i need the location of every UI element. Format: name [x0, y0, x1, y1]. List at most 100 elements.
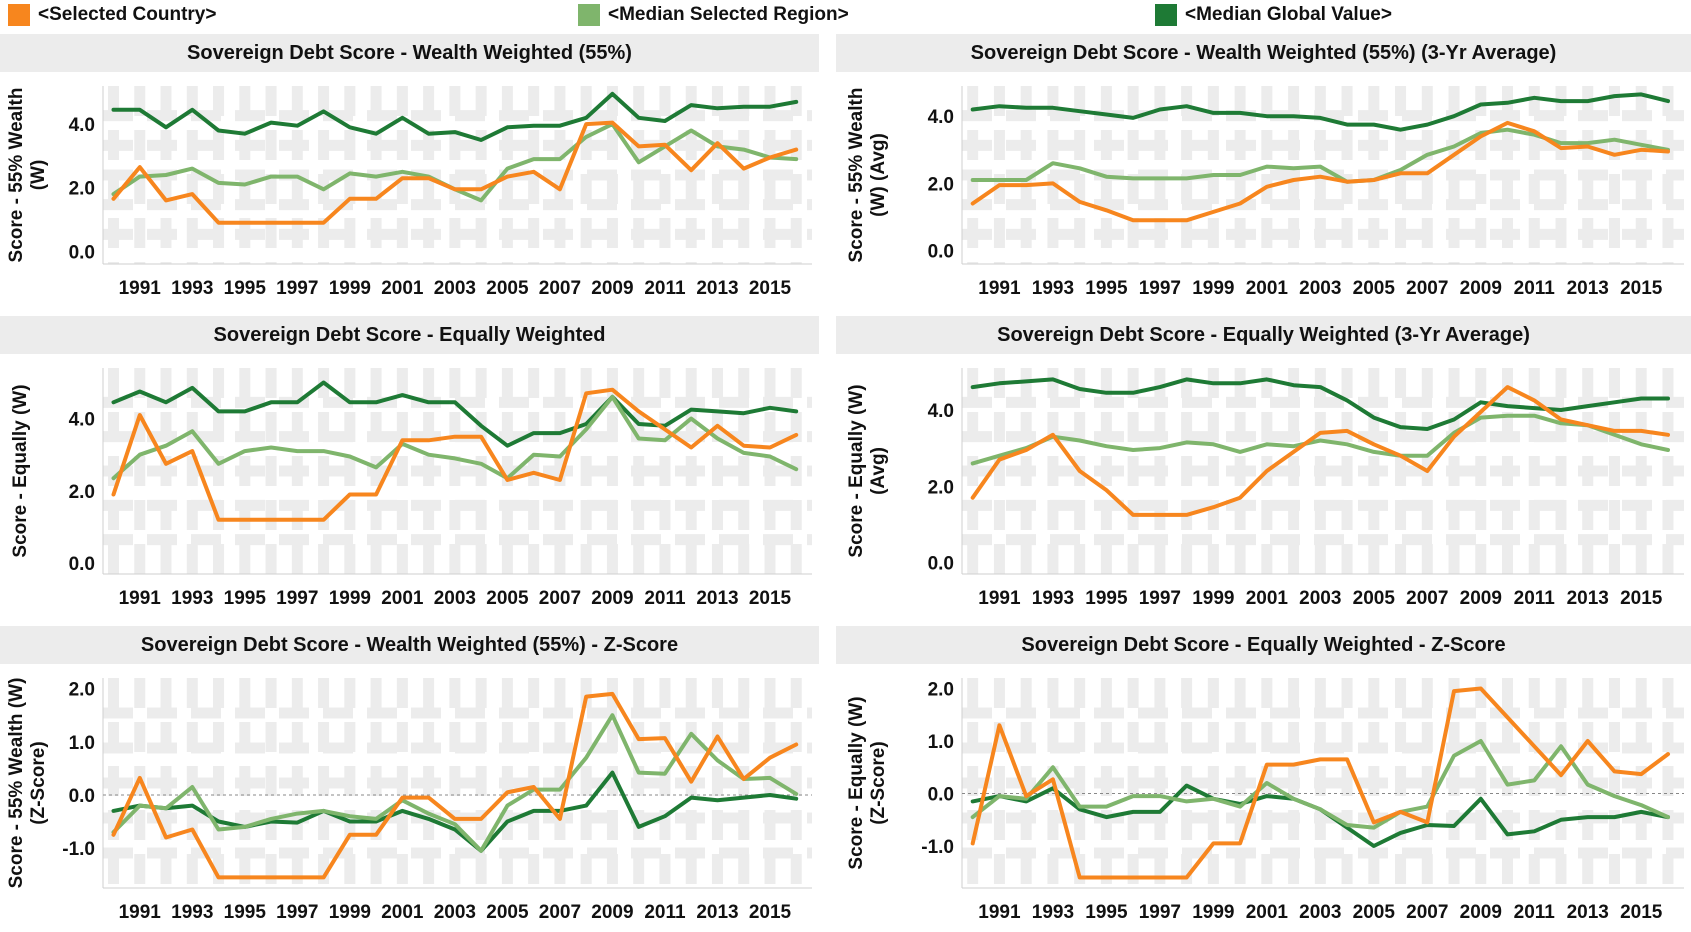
x-tick-label: 1993: [1032, 902, 1074, 923]
chart-panel-equally-weighted-3yr-avg: Sovereign Debt Score - Equally Weighted …: [836, 316, 1691, 618]
x-tick-label: 2013: [696, 902, 738, 923]
y-tick-label: 0.0: [69, 554, 95, 575]
x-tick-label: 1991: [119, 278, 162, 299]
y-tick-label: 0.0: [69, 242, 95, 263]
x-tick-label: 2015: [1620, 902, 1663, 923]
chart-title: Sovereign Debt Score - Equally Weighted …: [836, 626, 1691, 664]
series-line-median-global[interactable]: [111, 770, 799, 853]
x-tick-label: 2009: [591, 278, 633, 299]
x-tick-label: 2003: [434, 902, 476, 923]
y-axis-title: (Z-Score): [868, 741, 889, 824]
series-line-median-global[interactable]: [111, 380, 799, 448]
x-tick-label: 1993: [1032, 588, 1074, 609]
series-line-median-region[interactable]: [970, 413, 1670, 466]
x-tick-label: 2015: [749, 902, 792, 923]
x-tick-label: 1995: [1085, 902, 1128, 923]
y-tick-label: -1.0: [921, 837, 954, 858]
y-axis-title: Score - 55% Wealth: [6, 88, 27, 263]
chart-plot: 0.0 2.0 4.0 1991 1993 1995 1997 1999 2001 2003 200…: [846, 368, 1684, 609]
legend-label-selected-country: <Selected Country>: [38, 4, 217, 25]
x-tick-label: 2003: [1299, 278, 1341, 299]
x-tick-label: 2009: [1460, 278, 1502, 299]
y-tick-label: 2.0: [928, 477, 954, 498]
legend-item-median-region[interactable]: <Median Selected Region>: [578, 4, 849, 26]
x-tick-label: 2015: [749, 278, 792, 299]
grid: [962, 368, 1684, 574]
legend-item-median-global[interactable]: <Median Global Value>: [1155, 4, 1392, 26]
x-tick-label: 1995: [224, 902, 267, 923]
x-tick-label: 1995: [224, 588, 267, 609]
legend-label-median-global: <Median Global Value>: [1185, 4, 1392, 25]
y-tick-label: 4.0: [928, 107, 954, 128]
y-tick-label: 1.0: [69, 733, 95, 754]
y-axis-title: Score - Equally (W): [846, 384, 867, 557]
legend-swatch-median-region: [578, 4, 600, 26]
series-line-selected-country[interactable]: [111, 691, 799, 880]
x-tick-label: 2005: [1353, 902, 1396, 923]
chart-panel-wealth-weighted: Sovereign Debt Score - Wealth Weighted (…: [0, 34, 819, 308]
series-line-median-region[interactable]: [111, 713, 799, 853]
y-axis-title: Score - 55% Wealth (W): [6, 678, 27, 889]
y-tick-label: 1.0: [928, 732, 954, 753]
grid: [103, 678, 812, 888]
x-tick-label: 2011: [644, 278, 686, 299]
y-tick-label: 2.0: [69, 179, 95, 200]
series-line-selected-country[interactable]: [970, 120, 1670, 223]
x-tick-label: 2013: [696, 278, 738, 299]
y-tick-label: -1.0: [62, 839, 95, 860]
x-tick-label: 1997: [276, 902, 318, 923]
series-line-median-region[interactable]: [970, 739, 1670, 830]
grid: [103, 368, 812, 574]
y-tick-label: 2.0: [928, 174, 954, 195]
x-tick-label: 1995: [1085, 278, 1128, 299]
x-tick-label: 2011: [644, 902, 686, 923]
x-tick-label: 2015: [749, 588, 792, 609]
x-tick-label: 2013: [1567, 902, 1609, 923]
x-tick-label: 1997: [1139, 588, 1181, 609]
chart-plot: -1.0 0.0 1.0 2.0 1991 1993 1995 1997 1999 2001 200…: [846, 678, 1684, 923]
series-line-selected-country[interactable]: [111, 120, 799, 225]
chart-title: Sovereign Debt Score - Wealth Weighted (…: [0, 626, 819, 664]
series-line-selected-country[interactable]: [111, 387, 799, 522]
chart-plot: 0.0 2.0 4.0 1991 1993 1995 1997 1999 2001 2003 200…: [846, 86, 1684, 299]
x-tick-label: 1995: [1085, 588, 1128, 609]
x-tick-label: 1993: [1032, 278, 1074, 299]
y-tick-label: 0.0: [928, 785, 954, 806]
x-tick-label: 2001: [1246, 588, 1289, 609]
x-tick-label: 1997: [276, 588, 318, 609]
x-tick-label: 2009: [1460, 902, 1502, 923]
series-line-selected-country[interactable]: [970, 385, 1670, 517]
series-line-median-global[interactable]: [970, 92, 1670, 132]
x-tick-label: 2011: [1514, 588, 1556, 609]
x-tick-label: 2005: [1353, 588, 1396, 609]
x-tick-label: 2005: [1353, 278, 1396, 299]
y-axis-title: Score - Equally (W): [10, 384, 31, 557]
x-tick-label: 2001: [381, 588, 424, 609]
x-tick-label: 2003: [1299, 588, 1341, 609]
x-tick-label: 2009: [1460, 588, 1502, 609]
y-axis-title: (W): [28, 160, 49, 191]
x-tick-label: 2001: [1246, 902, 1289, 923]
chart-title: Sovereign Debt Score - Equally Weighted: [0, 316, 819, 354]
chart-panel-wealth-weighted-zscore: Sovereign Debt Score - Wealth Weighted (…: [0, 626, 819, 932]
series-line-median-region[interactable]: [111, 394, 799, 481]
legend-label-median-region: <Median Selected Region>: [608, 4, 849, 25]
x-tick-label: 1991: [978, 278, 1021, 299]
y-tick-label: 4.0: [69, 410, 95, 431]
x-tick-label: 1993: [171, 588, 213, 609]
series-line-median-global[interactable]: [970, 377, 1670, 431]
grid: [103, 86, 812, 264]
y-tick-label: 0.0: [69, 786, 95, 807]
x-tick-label: 2009: [591, 902, 633, 923]
chart-title: Sovereign Debt Score - Wealth Weighted (…: [0, 34, 819, 72]
x-tick-label: 2007: [1406, 588, 1448, 609]
chart-panel-wealth-weighted-3yr-avg: Sovereign Debt Score - Wealth Weighted (…: [836, 34, 1691, 308]
series-line-selected-country[interactable]: [970, 686, 1670, 880]
y-tick-label: 2.0: [928, 680, 954, 701]
x-tick-label: 1993: [171, 278, 213, 299]
x-tick-label: 1995: [224, 278, 267, 299]
y-tick-label: 0.0: [928, 554, 954, 575]
series-line-median-global[interactable]: [111, 91, 799, 142]
y-axis-title: Score - 55% Wealth: [846, 88, 867, 263]
legend-item-selected-country[interactable]: <Selected Country>: [8, 4, 216, 26]
